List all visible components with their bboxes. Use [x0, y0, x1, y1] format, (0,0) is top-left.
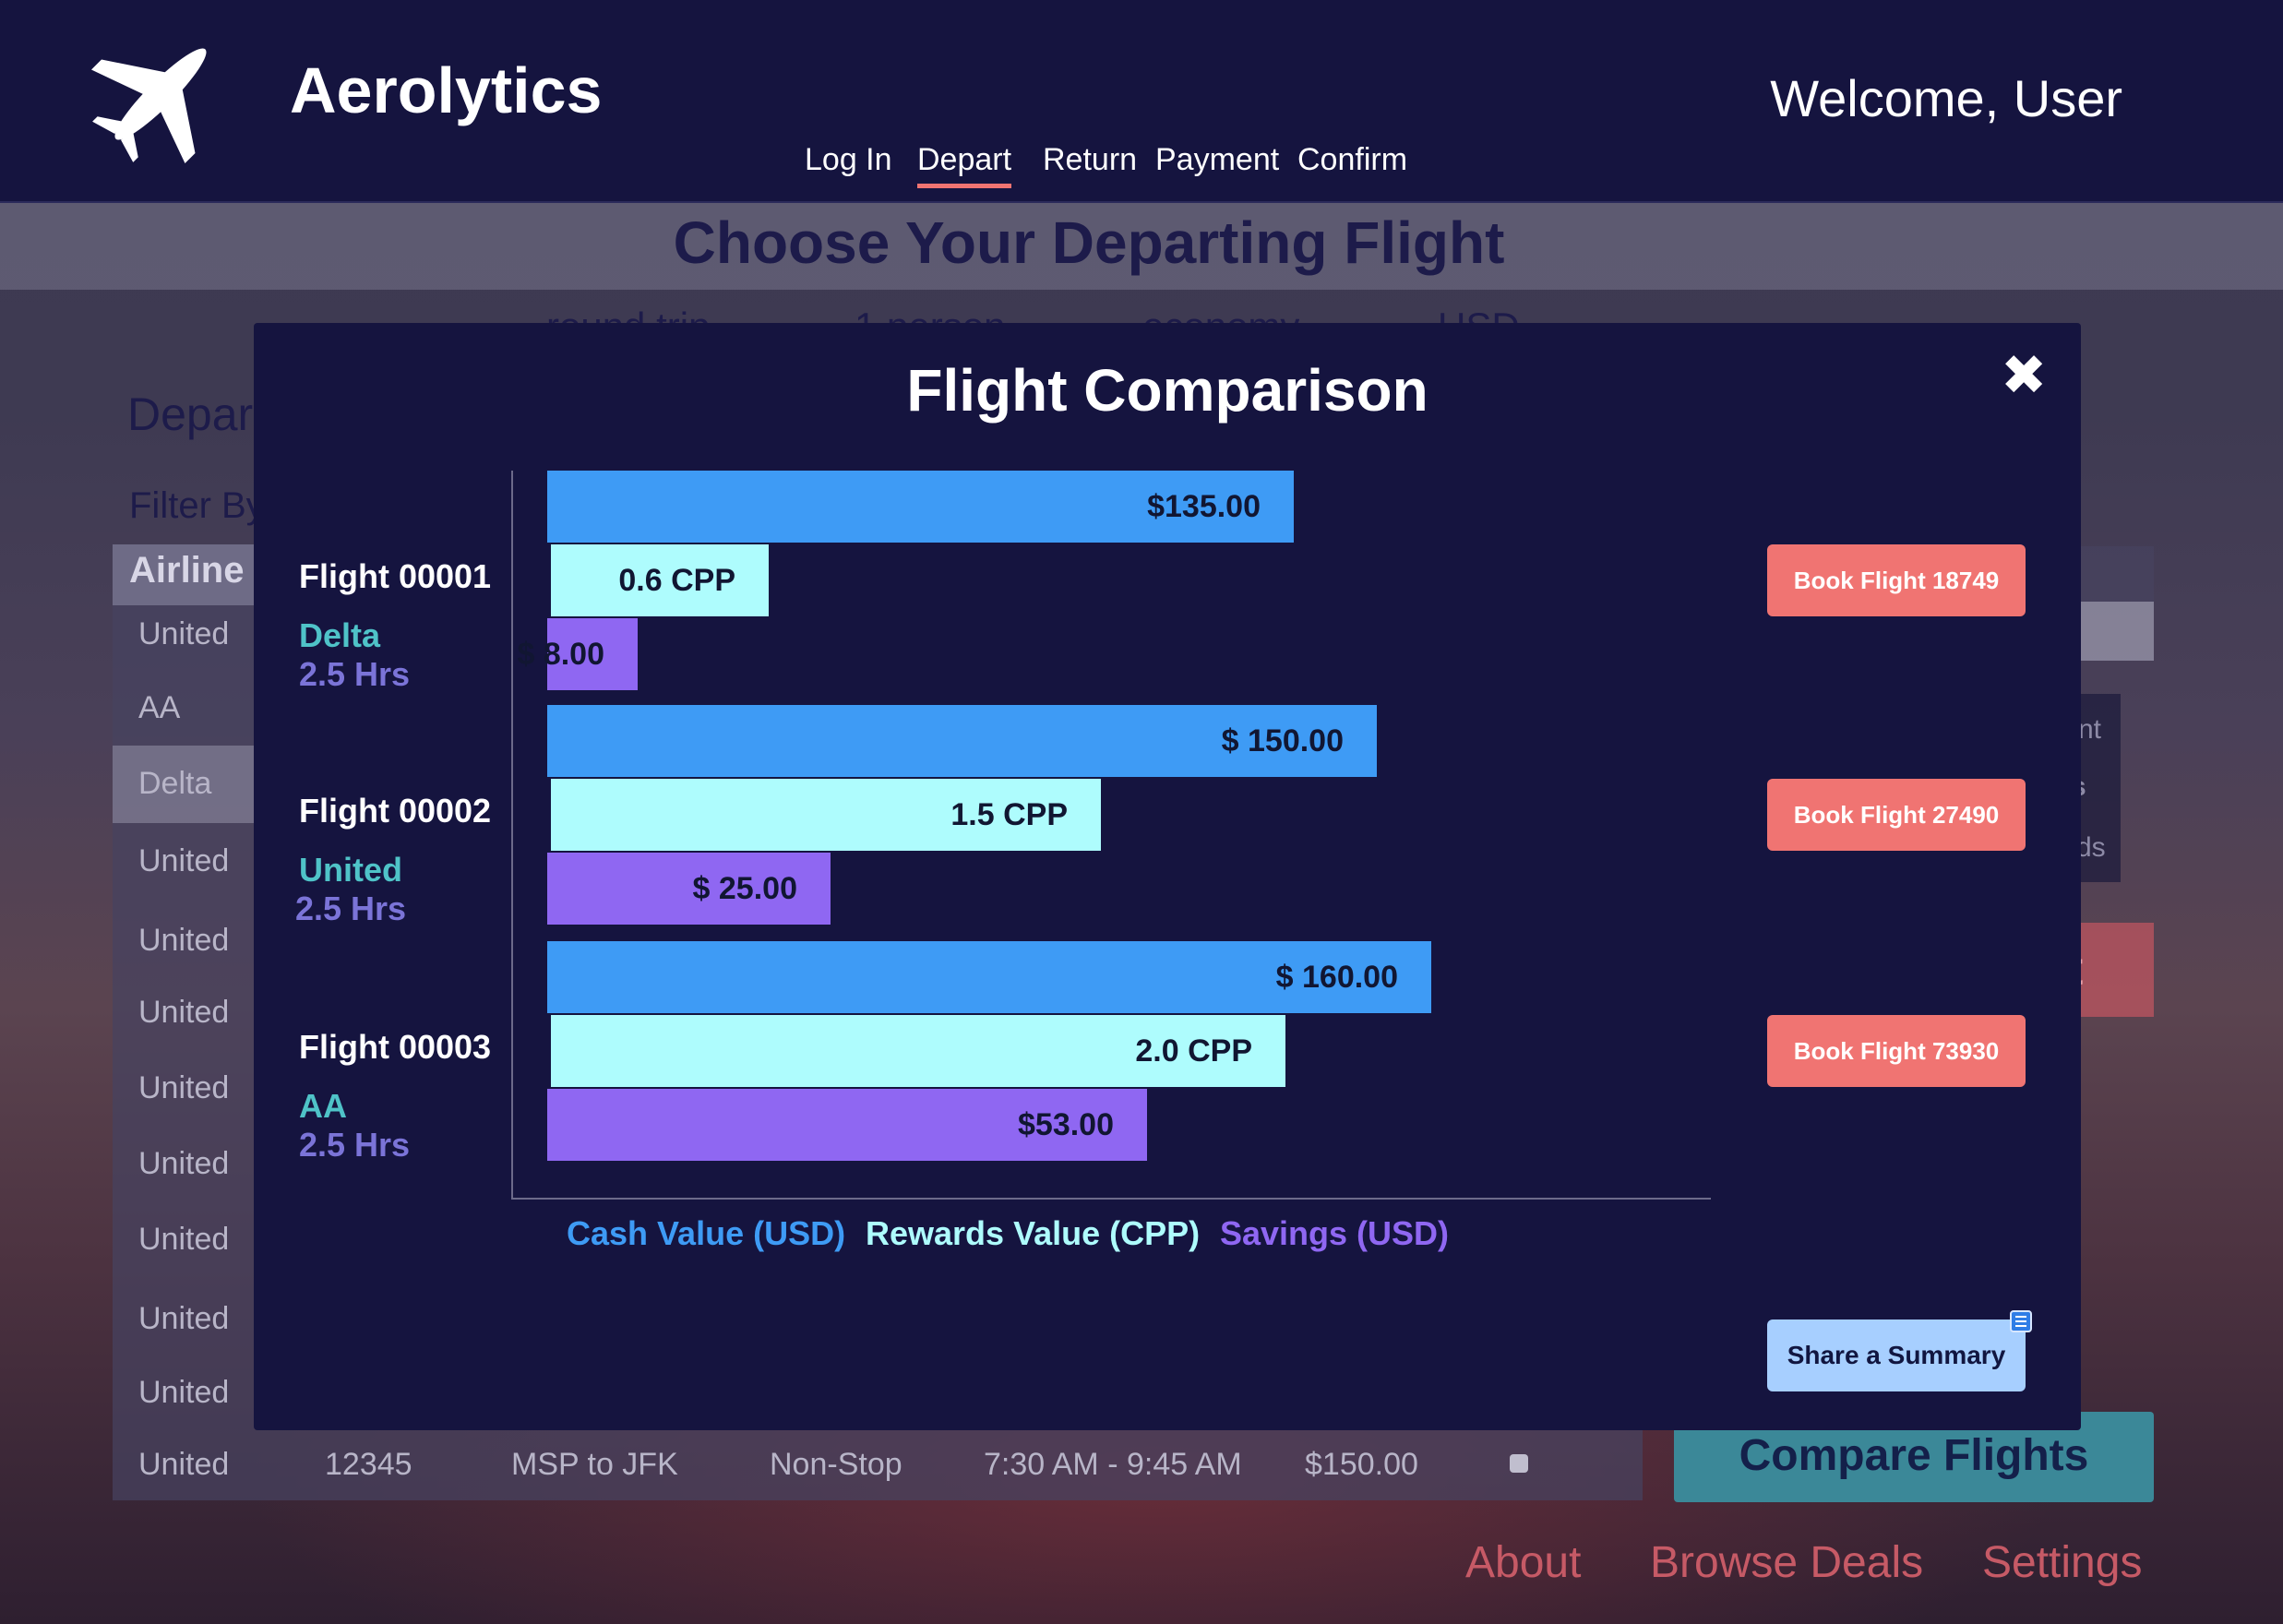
flight-duration-label: 2.5 Hrs	[299, 1126, 411, 1164]
airline-filter-item[interactable]: United	[138, 923, 230, 958]
share-summary-button[interactable]: Share a Summary	[1767, 1320, 2026, 1391]
close-icon[interactable]: ✖	[2001, 344, 2048, 406]
flight-name-label: Flight 00002	[299, 792, 492, 830]
row-flight-number: 12345	[325, 1447, 412, 1482]
airline-filter-item[interactable]: AA	[138, 690, 181, 725]
chart-x-axis	[511, 1198, 1711, 1200]
flight-duration-label: 2.5 Hrs	[295, 890, 407, 927]
bar-data-label: 0.6 CPP	[618, 563, 735, 598]
flight-airline-label: AA	[299, 1087, 347, 1125]
nav-confirm[interactable]: Confirm	[1297, 142, 1408, 177]
departing-heading: Depar	[127, 388, 254, 440]
airline-filter-item[interactable]: Delta	[138, 766, 212, 801]
airline-filter-item[interactable]: United	[138, 1070, 230, 1105]
bar-rewards-value: 2.0 CPP	[547, 1015, 1285, 1087]
row-route: MSP to JFK	[511, 1447, 678, 1482]
flight-name-label: Flight 00003	[299, 1028, 492, 1066]
footer-about-link[interactable]: About	[1465, 1538, 1582, 1587]
modal-title: Flight Comparison	[906, 357, 1428, 424]
cabin-select[interactable]: economy	[1142, 297, 1299, 325]
airline-filter-header: Airline	[113, 544, 258, 605]
flight-airline-label: United	[299, 851, 402, 889]
rewards-info-box: nt s ds	[2071, 694, 2121, 882]
airline-filter-item[interactable]: United	[138, 1146, 230, 1181]
bar-data-label: $ 150.00	[1221, 723, 1344, 758]
row-stops: Non-Stop	[770, 1447, 902, 1482]
bar-data-label: $ 8.00	[517, 637, 604, 672]
airline-filter-item[interactable]: United	[138, 843, 230, 878]
welcome-message: Welcome, User	[1770, 69, 2122, 127]
book-flight-button[interactable]: Book Flight 27490	[1767, 779, 2026, 851]
bar-data-label: $135.00	[1147, 489, 1261, 524]
legend-savings: Savings (USD)	[1220, 1214, 1450, 1252]
bar-data-label: $53.00	[1018, 1107, 1114, 1142]
airline-filter-item[interactable]: United	[138, 1301, 230, 1336]
row-price: $150.00	[1305, 1447, 1418, 1482]
bar-data-label: 2.0 CPP	[1135, 1033, 1252, 1069]
nav-payment[interactable]: Payment	[1155, 142, 1280, 177]
airline-filter-item[interactable]: United	[138, 995, 230, 1030]
bar-savings: $ 25.00	[547, 853, 831, 925]
bar-data-label: $ 160.00	[1275, 960, 1398, 995]
footer-settings-link[interactable]: Settings	[1982, 1538, 2143, 1587]
bar-rewards-value: 1.5 CPP	[547, 779, 1101, 851]
filter-label: Filter By	[129, 485, 265, 526]
flight-duration-label: 2.5 Hrs	[299, 655, 411, 693]
book-flight-button[interactable]: Book Flight 73930	[1767, 1015, 2026, 1087]
flight-airline-label: Delta	[299, 616, 381, 654]
flight-name-label: Flight 00001	[299, 557, 492, 595]
flight-comparison-modal: Flight Comparison ✖ Flight 00001 Delta 2…	[254, 323, 2081, 1430]
results-header-strip	[2076, 546, 2154, 602]
row-airline: United	[138, 1447, 230, 1482]
legend-rewards-value: Rewards Value (CPP)	[866, 1214, 1201, 1252]
row-select-checkbox[interactable]	[1510, 1454, 1528, 1473]
chart-y-axis	[511, 471, 513, 1200]
airplane-icon	[90, 48, 207, 164]
table-row[interactable]	[258, 1430, 1643, 1500]
list-icon	[2010, 1310, 2032, 1332]
trip-type-select[interactable]: round trip	[546, 297, 710, 325]
footer-browse-deals-link[interactable]: Browse Deals	[1650, 1538, 1924, 1587]
airline-filter-item[interactable]: United	[138, 1222, 230, 1257]
rewards-action-button[interactable]: t	[2067, 923, 2154, 1017]
airline-filter-selected	[113, 746, 258, 823]
bar-savings: $ 8.00	[517, 618, 638, 690]
row-time: 7:30 AM - 9:45 AM	[984, 1447, 1242, 1482]
nav-login[interactable]: Log In	[805, 142, 892, 177]
bar-data-label: 1.5 CPP	[950, 797, 1068, 832]
bar-cash-value: $ 160.00	[547, 941, 1431, 1013]
title-band	[0, 203, 2283, 290]
results-subheader-strip	[2076, 602, 2154, 661]
airline-filter-item[interactable]: United	[138, 1375, 230, 1410]
bar-cash-value: $ 150.00	[547, 705, 1377, 777]
airline-filter-panel	[113, 544, 258, 1500]
book-flight-button[interactable]: Book Flight 18749	[1767, 544, 2026, 616]
currency-select[interactable]: USD	[1438, 297, 1520, 325]
bar-data-label: $ 25.00	[692, 871, 797, 906]
airline-filter-item[interactable]: United	[138, 616, 230, 651]
nav-depart[interactable]: Depart	[917, 142, 1012, 188]
bar-savings: $53.00	[547, 1089, 1147, 1161]
nav-return[interactable]: Return	[1043, 142, 1138, 177]
page-title: Choose Your Departing Flight	[673, 209, 1505, 276]
brand-name[interactable]: Aerolytics	[290, 54, 603, 126]
legend-cash-value: Cash Value (USD)	[567, 1214, 846, 1252]
site-header: Aerolytics Welcome, User Log In Depart R…	[0, 0, 2283, 203]
bar-rewards-value: 0.6 CPP	[547, 544, 769, 616]
passengers-select[interactable]: 1 person	[855, 297, 1005, 325]
bar-cash-value: $135.00	[547, 471, 1294, 543]
